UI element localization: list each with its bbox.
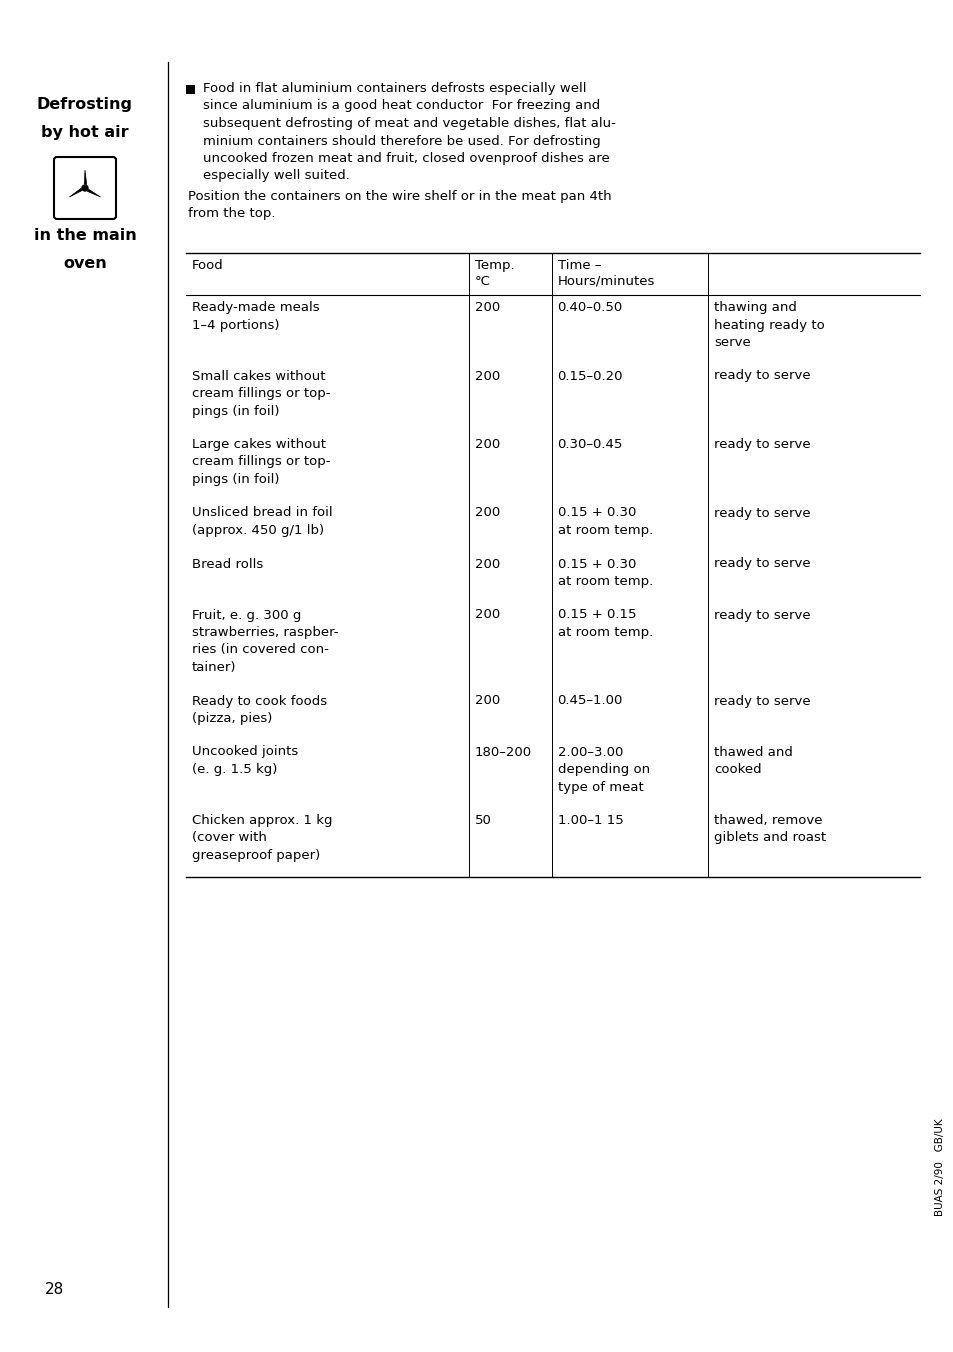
Text: (approx. 450 g/1 lb): (approx. 450 g/1 lb)	[192, 525, 324, 537]
Bar	[186, 85, 194, 95]
Text: BUAS 2/90   GB/UK: BUAS 2/90 GB/UK	[934, 1118, 944, 1215]
Text: ready to serve: ready to serve	[713, 507, 810, 519]
Text: (cover with: (cover with	[192, 831, 267, 845]
Text: thawed, remove: thawed, remove	[713, 814, 821, 827]
Text: Defrosting: Defrosting	[37, 97, 132, 112]
Text: depending on: depending on	[557, 763, 649, 776]
Text: from the top.: from the top.	[188, 207, 275, 220]
Text: at room temp.: at room temp.	[557, 626, 652, 639]
Text: at room temp.: at room temp.	[557, 525, 652, 537]
Text: 0.30–0.45: 0.30–0.45	[557, 438, 622, 452]
Text: Hours/minutes: Hours/minutes	[557, 274, 654, 288]
Text: 200: 200	[474, 608, 499, 622]
Text: 50: 50	[474, 814, 491, 827]
Text: tainer): tainer)	[192, 661, 236, 675]
Text: 180–200: 180–200	[474, 745, 531, 758]
Text: °C: °C	[474, 274, 490, 288]
Text: 200: 200	[474, 369, 499, 383]
Text: 1.00–1 15: 1.00–1 15	[557, 814, 622, 827]
Text: ready to serve: ready to serve	[713, 695, 810, 707]
Text: Food in flat aluminium containers defrosts especially well: Food in flat aluminium containers defros…	[203, 82, 586, 95]
Text: Unsliced bread in foil: Unsliced bread in foil	[192, 507, 333, 519]
Text: 200: 200	[474, 695, 499, 707]
Polygon shape	[84, 170, 87, 184]
Text: 2.00–3.00: 2.00–3.00	[557, 745, 622, 758]
Text: 200: 200	[474, 507, 499, 519]
Text: 0.15–0.20: 0.15–0.20	[557, 369, 622, 383]
Text: by hot air: by hot air	[41, 124, 129, 141]
Text: cooked: cooked	[713, 763, 760, 776]
Text: (e. g. 1.5 kg): (e. g. 1.5 kg)	[192, 763, 277, 776]
Text: ready to serve: ready to serve	[713, 369, 810, 383]
Text: 0.40–0.50: 0.40–0.50	[557, 301, 622, 314]
Text: heating ready to: heating ready to	[713, 319, 823, 331]
Text: pings (in foil): pings (in foil)	[192, 473, 279, 485]
Text: 200: 200	[474, 301, 499, 314]
Text: 0.15 + 0.30: 0.15 + 0.30	[557, 507, 636, 519]
Text: Large cakes without: Large cakes without	[192, 438, 326, 452]
Text: 200: 200	[474, 557, 499, 571]
Text: cream fillings or top-: cream fillings or top-	[192, 387, 330, 400]
Text: greaseproof paper): greaseproof paper)	[192, 849, 320, 863]
Text: subsequent defrosting of meat and vegetable dishes, flat alu-: subsequent defrosting of meat and vegeta…	[203, 118, 616, 130]
Circle shape	[82, 185, 88, 191]
Text: at room temp.: at room temp.	[557, 575, 652, 588]
Text: 0.45–1.00: 0.45–1.00	[557, 695, 622, 707]
FancyBboxPatch shape	[54, 157, 116, 219]
Text: ready to serve: ready to serve	[713, 438, 810, 452]
Text: Chicken approx. 1 kg: Chicken approx. 1 kg	[192, 814, 333, 827]
Text: Bread rolls: Bread rolls	[192, 557, 263, 571]
Text: since aluminium is a good heat conductor  For freezing and: since aluminium is a good heat conductor…	[203, 100, 599, 112]
Text: 28: 28	[45, 1282, 64, 1297]
Text: ready to serve: ready to serve	[713, 557, 810, 571]
Text: ready to serve: ready to serve	[713, 608, 810, 622]
Text: Temp.: Temp.	[474, 260, 514, 272]
Text: (pizza, pies): (pizza, pies)	[192, 713, 273, 725]
Text: 0.15 + 0.15: 0.15 + 0.15	[557, 608, 636, 622]
Text: Uncooked joints: Uncooked joints	[192, 745, 298, 758]
Polygon shape	[70, 188, 82, 197]
Text: Ready to cook foods: Ready to cook foods	[192, 695, 327, 707]
Text: Ready-made meals: Ready-made meals	[192, 301, 319, 314]
Text: thawing and: thawing and	[713, 301, 796, 314]
Text: oven: oven	[63, 256, 107, 270]
Polygon shape	[88, 189, 100, 197]
Text: serve: serve	[713, 337, 750, 349]
Text: Small cakes without: Small cakes without	[192, 369, 325, 383]
Text: 0.15 + 0.30: 0.15 + 0.30	[557, 557, 636, 571]
Text: 200: 200	[474, 438, 499, 452]
Text: strawberries, raspber-: strawberries, raspber-	[192, 626, 338, 639]
Text: giblets and roast: giblets and roast	[713, 831, 825, 845]
Text: pings (in foil): pings (in foil)	[192, 404, 279, 418]
Text: cream fillings or top-: cream fillings or top-	[192, 456, 330, 469]
Text: type of meat: type of meat	[557, 780, 642, 794]
Text: minium containers should therefore be used. For defrosting: minium containers should therefore be us…	[203, 134, 600, 147]
Text: Time –: Time –	[557, 260, 600, 272]
Text: 1–4 portions): 1–4 portions)	[192, 319, 279, 331]
Text: Fruit, e. g. 300 g: Fruit, e. g. 300 g	[192, 608, 301, 622]
Text: thawed and: thawed and	[713, 745, 792, 758]
Text: Food: Food	[192, 260, 224, 272]
Text: especially well suited.: especially well suited.	[203, 169, 350, 183]
Text: ries (in covered con-: ries (in covered con-	[192, 644, 329, 657]
Text: Position the containers on the wire shelf or in the meat pan 4th: Position the containers on the wire shel…	[188, 191, 611, 203]
Text: in the main: in the main	[33, 228, 136, 243]
Text: uncooked frozen meat and fruit, closed ovenproof dishes are: uncooked frozen meat and fruit, closed o…	[203, 151, 609, 165]
